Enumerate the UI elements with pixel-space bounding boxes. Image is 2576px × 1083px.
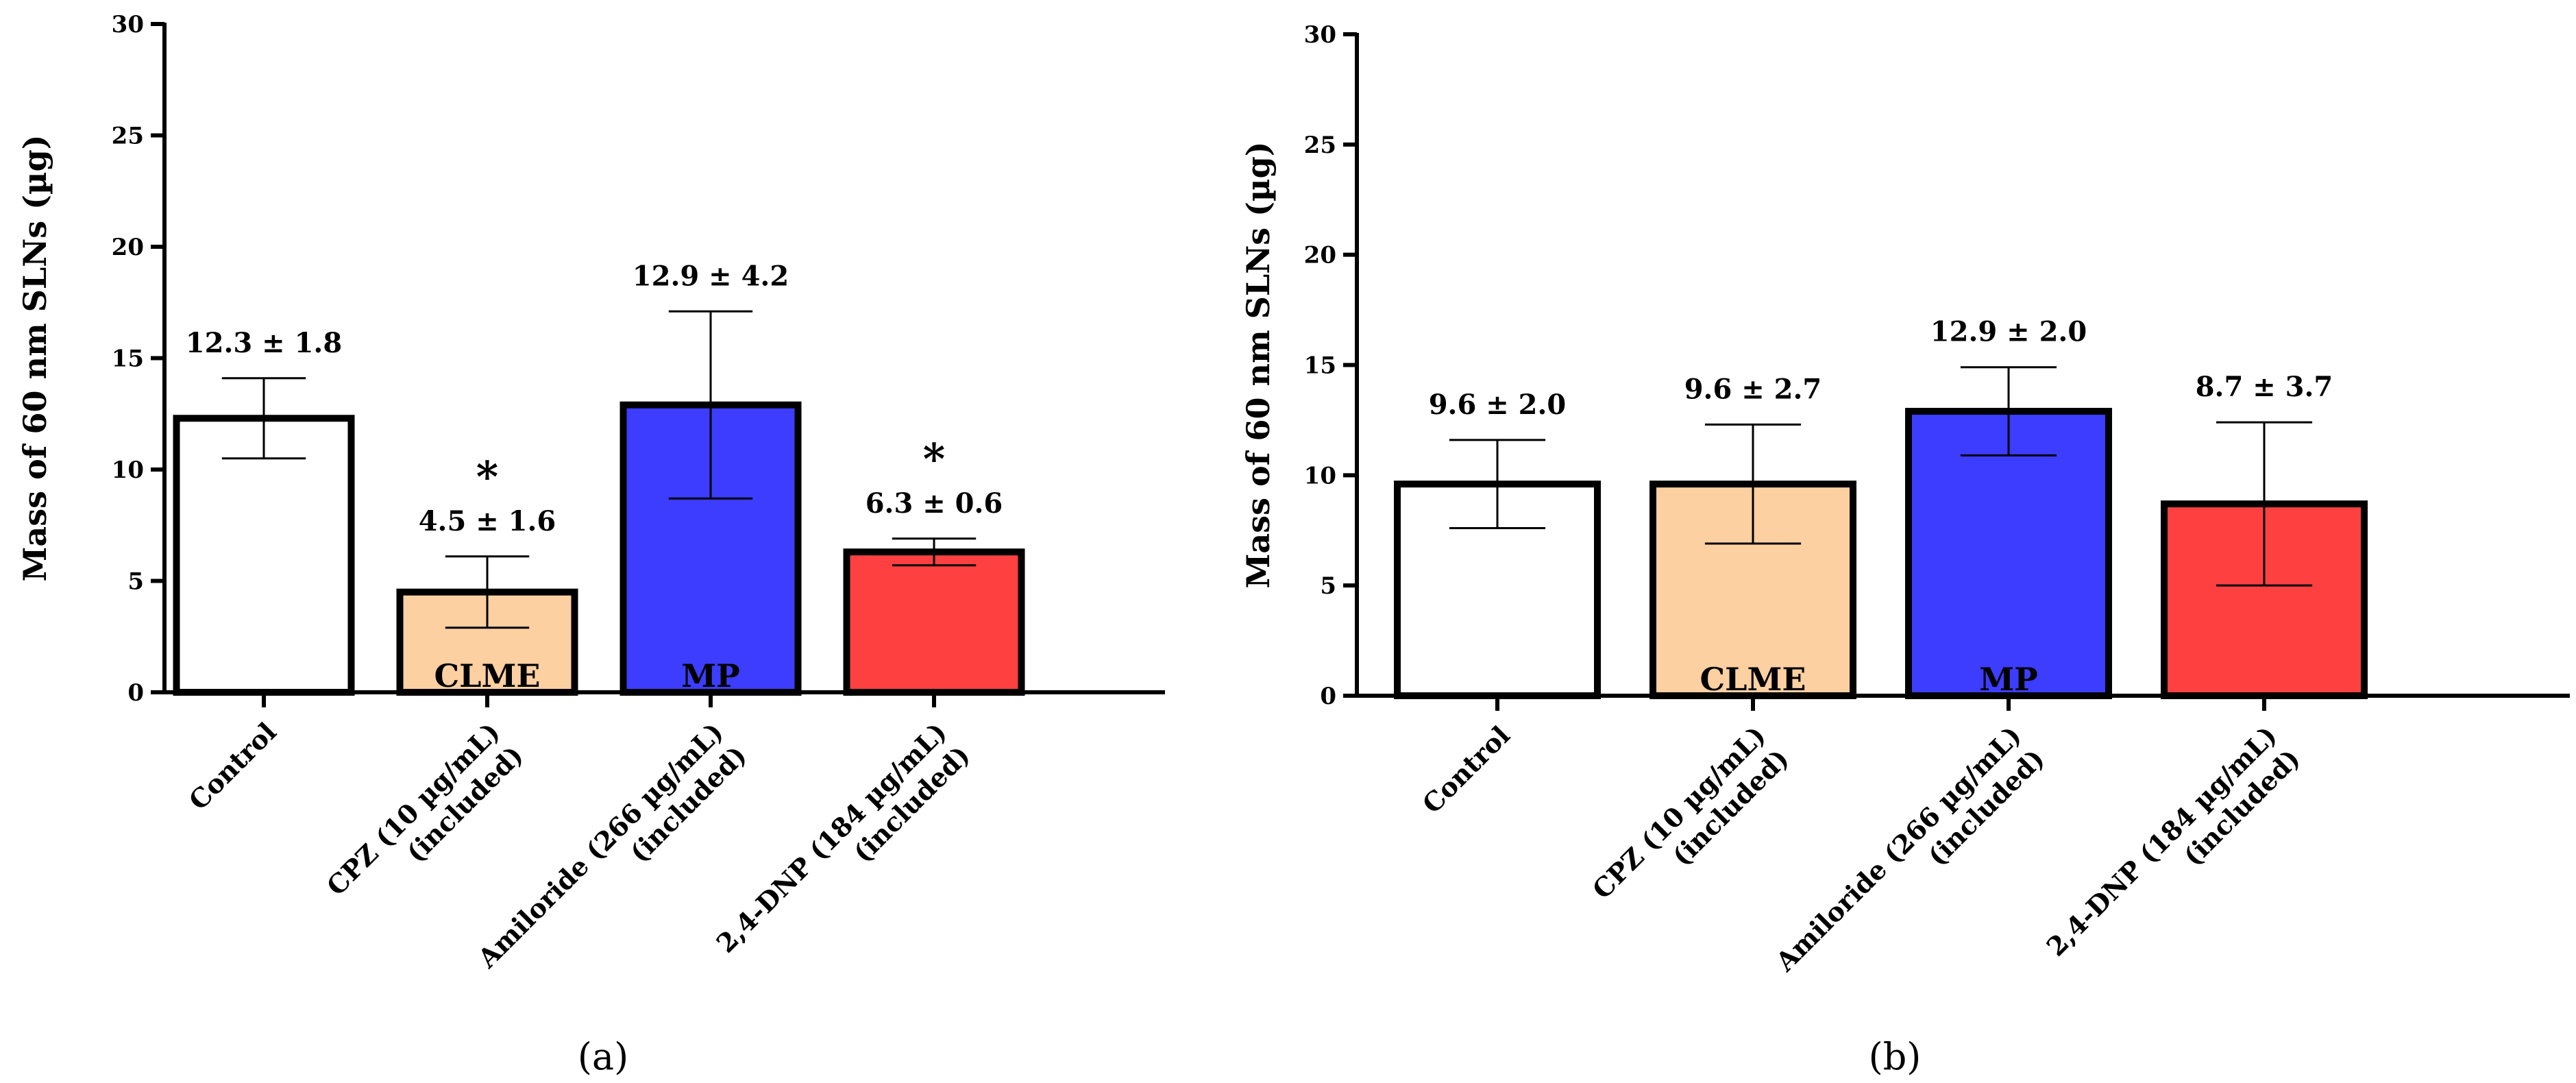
significance-marker: *	[476, 452, 498, 502]
x-category-label: Amiloride (266 µg/mL)(included)	[1769, 720, 2050, 977]
y-tick-label: 10	[1304, 462, 1336, 489]
x-category-label: Control	[182, 716, 282, 816]
x-category-label-line: Control	[182, 716, 282, 816]
value-label: 12.9 ± 4.2	[633, 260, 789, 292]
value-label: 9.6 ± 2.7	[1684, 373, 1822, 405]
x-category-label: 2,4-DNP (184 µg/mL)(included)	[710, 716, 976, 959]
y-tick-label: 25	[112, 123, 144, 150]
x-category-label-line: 2,4-DNP (184 µg/mL)	[710, 716, 953, 959]
value-label: 9.6 ± 2.0	[1429, 389, 1567, 421]
x-category-label-line: Control	[1416, 720, 1515, 819]
bar-inner-label: CLME	[1700, 661, 1806, 698]
value-label: 6.3 ± 0.6	[866, 487, 1003, 520]
y-axis-label: Mass of 60 nm SLNs (µg)	[1240, 141, 1277, 588]
y-axis-label: Mass of 60 nm SLNs (µg)	[16, 134, 53, 581]
y-tick-label: 10	[112, 457, 144, 484]
y-tick-label: 15	[112, 345, 144, 373]
y-tick-label: 30	[112, 11, 144, 38]
x-category-label: CPZ (10 µg/mL)(included)	[1586, 720, 1795, 905]
y-tick-label: 30	[1304, 21, 1336, 49]
panel-label: (a)	[578, 1035, 628, 1078]
bar-inner-label: CLME	[434, 657, 541, 694]
y-tick-label: 20	[1304, 242, 1336, 269]
y-tick-label: 25	[1304, 132, 1336, 159]
y-tick-label: 15	[1304, 352, 1336, 380]
y-tick-label: 0	[127, 679, 144, 707]
bar-inner-label: MP	[1979, 661, 2038, 698]
significance-marker: *	[923, 434, 945, 484]
y-tick-label: 0	[1320, 683, 1336, 710]
value-label: 4.5 ± 1.6	[419, 505, 556, 537]
chart-panel-a: 0 5 10 15 20 25 30 Mass of 60 nm SLNs (µg) 12.3 …	[16, 11, 1165, 1078]
x-category-label: CPZ (10 µg/mL)(included)	[321, 716, 529, 901]
chart-panel-b: 0 5 10 15 20 25 30 Mass of 60 nm SLNs (µg) 9.6 ±…	[1240, 21, 2570, 1078]
y-tick-label: 20	[112, 234, 144, 261]
panel-label: (b)	[1869, 1035, 1922, 1078]
x-category-label-line: 2,4-DNP (184 µg/mL)	[2040, 720, 2283, 962]
value-label: 12.9 ± 2.0	[1930, 316, 2087, 348]
bar	[843, 548, 1025, 696]
bar-inner-label: MP	[681, 657, 740, 694]
x-category-label: Control	[1416, 720, 1515, 819]
value-label: 8.7 ± 3.7	[2196, 371, 2333, 403]
value-label: 12.3 ± 1.8	[186, 327, 342, 359]
y-tick-label: 5	[1320, 572, 1336, 600]
x-category-label: 2,4-DNP (184 µg/mL)(included)	[2040, 720, 2306, 962]
y-tick-label: 5	[127, 568, 144, 596]
x-category-label-line: Amiloride (266 µg/mL)	[1769, 720, 2027, 977]
